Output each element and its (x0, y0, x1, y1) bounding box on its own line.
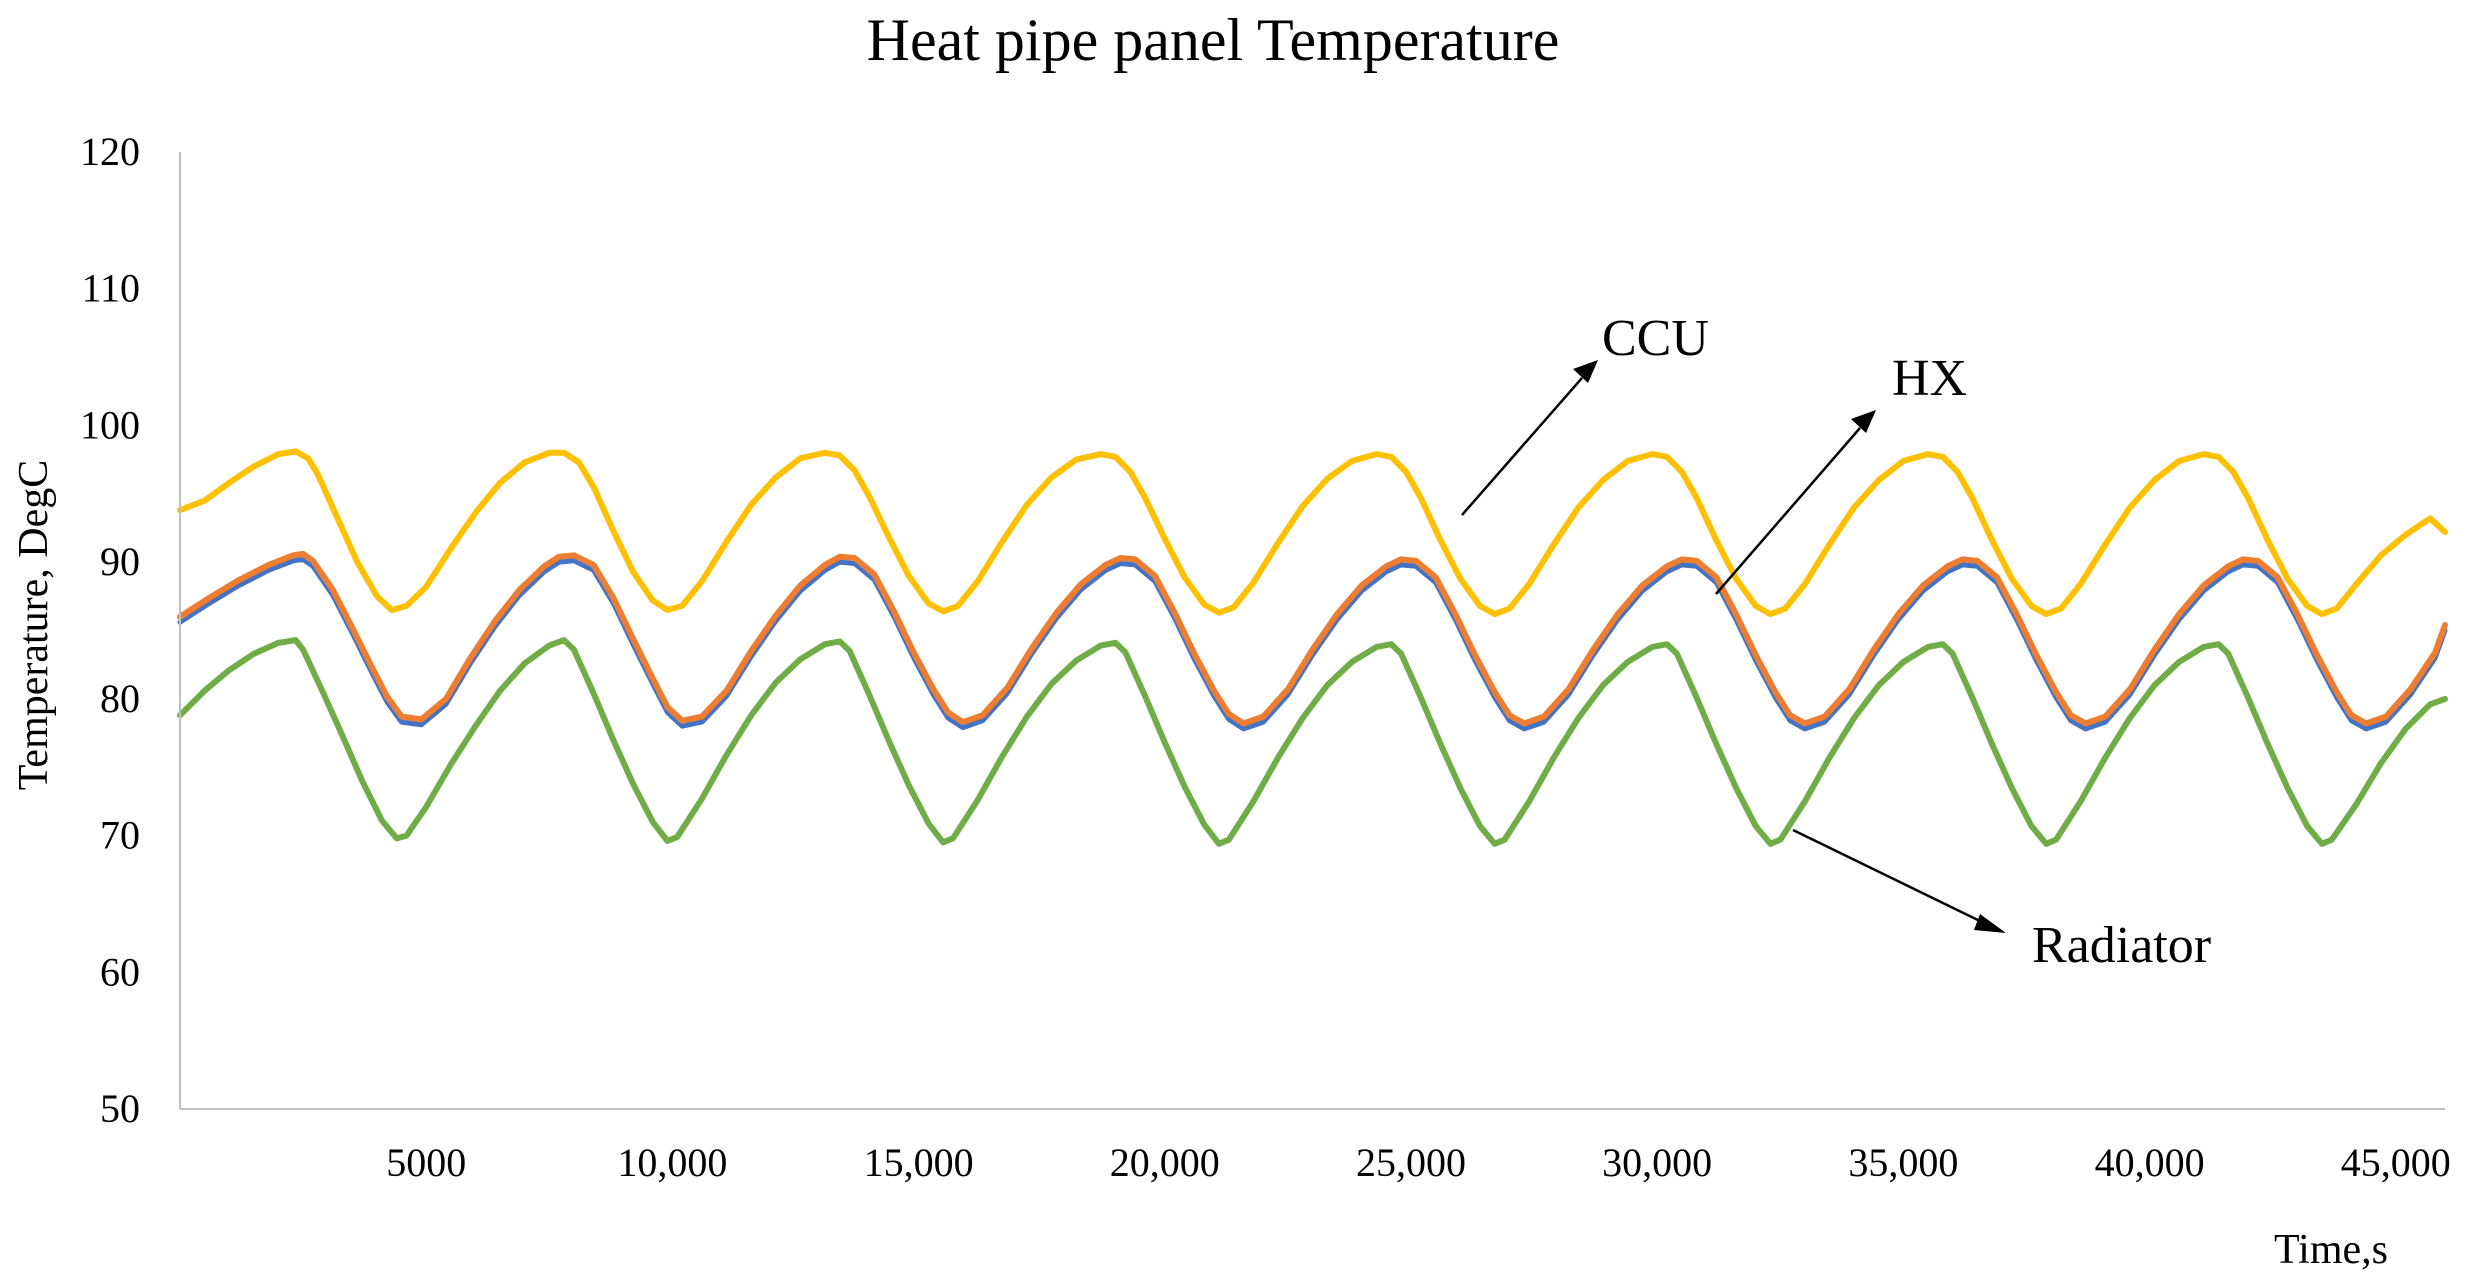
ccu-annotation: CCU (1461, 310, 1709, 516)
y-axis-ticks: 50 60 70 80 90 100 110 120 (80, 129, 140, 1131)
y-tick-label: 110 (81, 266, 140, 311)
x-tick-label: 15,000 (864, 1140, 974, 1185)
ccu-label: CCU (1602, 310, 1709, 367)
x-tick-label: 40,000 (2095, 1140, 2205, 1185)
y-tick-label: 70 (100, 813, 140, 858)
y-tick-label: 100 (80, 402, 140, 447)
series-line-ccu (177, 448, 2448, 618)
chart-title: Heat pipe panel Temperature (867, 7, 1560, 73)
series-lines (177, 448, 2448, 847)
series-line-hx-orange (177, 550, 2448, 727)
hx-annotation: HX (1715, 350, 1967, 595)
x-tick-label: 20,000 (1110, 1140, 1220, 1185)
x-tick-label: 45,000 (2341, 1140, 2451, 1185)
hx-label: HX (1892, 350, 1967, 407)
series-line-radiator (177, 637, 2448, 847)
x-tick-label: 35,000 (1848, 1140, 1958, 1185)
x-tick-label: 10,000 (617, 1140, 727, 1185)
x-tick-label: 25,000 (1356, 1140, 1466, 1185)
y-tick-label: 50 (100, 1086, 140, 1131)
x-tick-label: 5000 (386, 1140, 466, 1185)
radiator-label: Radiator (2032, 917, 2211, 974)
x-axis-ticks: 5000 10,000 15,000 20,000 25,000 30,000 35,000… (386, 1140, 2451, 1185)
y-tick-label: 80 (100, 676, 140, 721)
y-tick-label: 90 (100, 539, 140, 584)
y-axis-label: Temperature, DegC (11, 460, 57, 791)
y-tick-label: 60 (100, 949, 140, 994)
radiator-arrow-line (1792, 828, 1985, 925)
radiator-annotation: Radiator (1792, 828, 2211, 974)
series-line-hx-blue (177, 556, 2448, 732)
x-axis-label: Time,s (2274, 1227, 2388, 1273)
y-tick-label: 120 (80, 129, 140, 174)
x-tick-label: 30,000 (1602, 1140, 1712, 1185)
radiator-arrow-head (1974, 914, 2006, 933)
ccu-arrow-head (1573, 360, 1598, 383)
hx-arrow-line (1715, 427, 1861, 595)
ccu-arrow-line (1461, 377, 1583, 516)
hx-arrow-head (1851, 410, 1876, 433)
